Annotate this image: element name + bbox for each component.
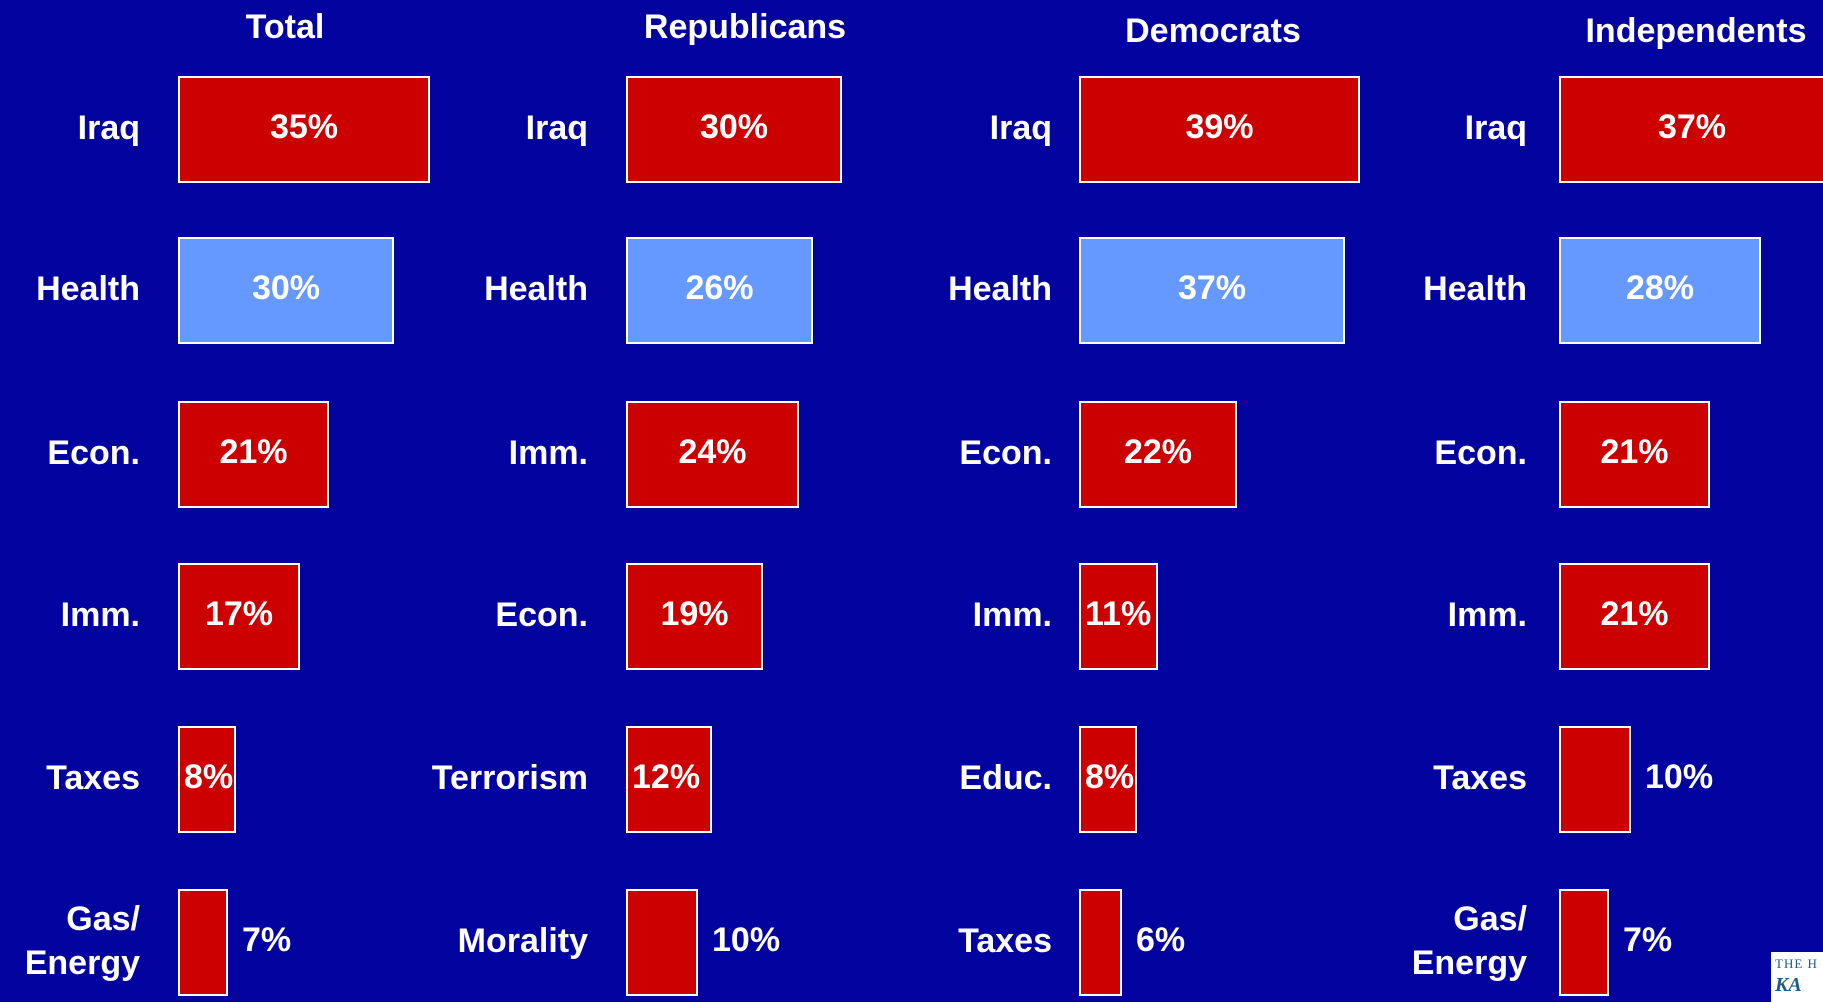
bar xyxy=(178,401,329,508)
value-label: 8% xyxy=(1085,757,1135,796)
bar xyxy=(626,726,712,833)
category-label: Gas/Energy xyxy=(24,899,140,982)
category-label: Health xyxy=(36,269,140,308)
category-label: Imm. xyxy=(60,595,140,634)
panel-title: Republicans xyxy=(643,8,847,46)
bar xyxy=(626,889,698,996)
bar xyxy=(1559,237,1761,344)
category-label: Iraq xyxy=(525,108,588,147)
category-label: Health xyxy=(484,269,588,308)
bar xyxy=(1079,726,1137,833)
bar xyxy=(626,401,799,508)
value-label: 39% xyxy=(1185,107,1254,146)
value-label: 8% xyxy=(184,757,234,796)
bar xyxy=(626,76,842,183)
bar xyxy=(178,76,430,183)
category-label: Iraq xyxy=(989,108,1052,147)
bar xyxy=(1559,889,1609,996)
logo-line1: THE H xyxy=(1775,956,1818,971)
bar xyxy=(1079,237,1345,344)
bar xyxy=(1559,563,1710,670)
category-label: Econ. xyxy=(1434,433,1527,472)
bar xyxy=(1079,401,1237,508)
value-label: 10% xyxy=(1645,757,1714,796)
value-label: 21% xyxy=(1600,432,1669,471)
value-label: 37% xyxy=(1177,268,1247,307)
value-label: 12% xyxy=(632,757,701,796)
category-label: Taxes xyxy=(958,921,1052,960)
category-label: Iraq xyxy=(1464,108,1527,147)
value-label: 35% xyxy=(269,107,339,146)
value-label: 24% xyxy=(678,432,747,471)
value-label: 21% xyxy=(219,432,288,471)
value-label: 30% xyxy=(251,268,321,307)
category-label: Taxes xyxy=(46,758,140,797)
panel-title: Independents xyxy=(1585,12,1807,50)
logo-line2: KA xyxy=(1775,974,1802,996)
value-label: 17% xyxy=(204,594,274,633)
logo: THE H KA xyxy=(1771,952,1823,1002)
category-label: Econ. xyxy=(47,433,140,472)
category-label: Terrorism xyxy=(431,758,588,797)
value-label: 6% xyxy=(1136,920,1186,959)
bar xyxy=(178,237,394,344)
bar xyxy=(178,889,228,996)
value-label: 11% xyxy=(1085,594,1152,633)
bar xyxy=(626,237,813,344)
category-label: Educ. xyxy=(959,758,1052,797)
value-label: 28% xyxy=(1625,268,1695,307)
bar xyxy=(178,726,236,833)
category-label: Imm. xyxy=(972,595,1052,634)
value-label: 22% xyxy=(1123,432,1193,471)
value-label: 7% xyxy=(1623,920,1673,959)
panel-title: Democrats xyxy=(1125,12,1301,50)
value-label: 7% xyxy=(242,920,292,959)
category-label: Imm. xyxy=(508,433,588,472)
category-label: Health xyxy=(948,269,1052,308)
category-label: Gas/Energy xyxy=(1411,899,1527,982)
category-label: Econ. xyxy=(959,433,1052,472)
bar xyxy=(1559,401,1710,508)
bar xyxy=(1079,563,1158,670)
category-label: Taxes xyxy=(1433,758,1527,797)
value-label: 37% xyxy=(1657,107,1727,146)
value-label: 10% xyxy=(712,920,781,959)
category-label: Econ. xyxy=(495,595,588,634)
bar xyxy=(1559,726,1631,833)
value-label: 21% xyxy=(1600,594,1669,633)
category-label: Health xyxy=(1423,269,1527,308)
bar xyxy=(178,563,300,670)
bar xyxy=(1079,889,1122,996)
value-label: 19% xyxy=(660,594,729,633)
category-label: Morality xyxy=(457,921,588,960)
bar xyxy=(1079,76,1360,183)
bar xyxy=(1559,76,1823,183)
bar xyxy=(626,563,763,670)
panel-title: Total xyxy=(245,8,325,46)
value-label: 30% xyxy=(699,107,769,146)
category-label: Imm. xyxy=(1447,595,1527,634)
value-label: 26% xyxy=(685,268,754,307)
category-label: Iraq xyxy=(77,108,140,147)
